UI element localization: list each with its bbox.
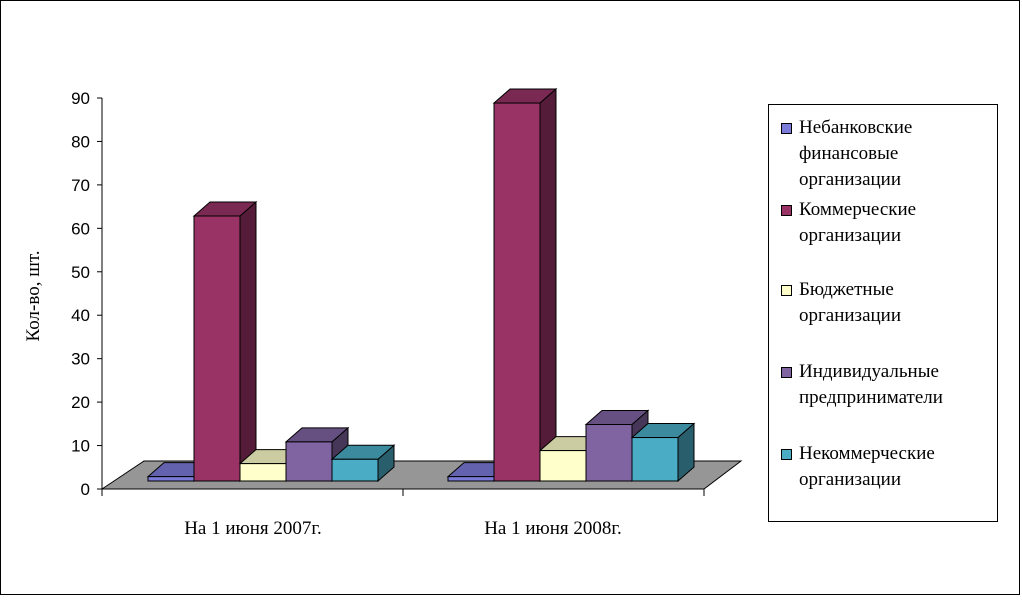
legend-swatch bbox=[781, 367, 792, 378]
y-tick-label: 30 bbox=[71, 350, 90, 369]
y-tick-label: 70 bbox=[71, 176, 90, 195]
bar bbox=[492, 87, 558, 483]
y-tick-label: 90 bbox=[71, 89, 90, 108]
y-axis-title: Кол-во, шт. bbox=[23, 251, 44, 342]
bars bbox=[146, 87, 696, 483]
category-labels: На 1 июня 2007г. На 1 июня 2008г. bbox=[184, 518, 622, 539]
bar bbox=[284, 426, 350, 483]
legend-swatch bbox=[781, 449, 792, 460]
legend-label: Некоммерческие организации bbox=[799, 443, 935, 490]
legend-label: Индивидуальные предприниматели bbox=[799, 361, 943, 408]
y-tick-label: 20 bbox=[71, 393, 90, 412]
legend-swatch bbox=[781, 123, 792, 134]
x-category-label: На 1 июня 2008г. bbox=[484, 518, 622, 539]
bar bbox=[330, 444, 396, 483]
y-tick-label: 50 bbox=[71, 263, 90, 282]
legend: Небанковские финансовые организации Комм… bbox=[768, 104, 998, 522]
legend-label: Бюджетные организации bbox=[799, 279, 902, 326]
x-category-label: На 1 июня 2007г. bbox=[184, 518, 322, 539]
y-axis: 0 10 20 30 40 50 60 70 80 90 bbox=[71, 89, 705, 499]
y-tick-label: 40 bbox=[71, 306, 90, 325]
bar bbox=[192, 200, 258, 483]
y-tick-label: 10 bbox=[71, 437, 90, 456]
y-tick-label: 80 bbox=[71, 132, 90, 151]
legend-label: Коммерческие организации bbox=[799, 199, 917, 246]
legend-swatch bbox=[781, 205, 792, 216]
legend-swatch bbox=[781, 285, 792, 296]
y-tick-label: 0 bbox=[81, 480, 90, 499]
bar bbox=[630, 422, 696, 483]
legend-label: Небанковские финансовые организации bbox=[799, 117, 913, 190]
y-tick-label: 60 bbox=[71, 219, 90, 238]
